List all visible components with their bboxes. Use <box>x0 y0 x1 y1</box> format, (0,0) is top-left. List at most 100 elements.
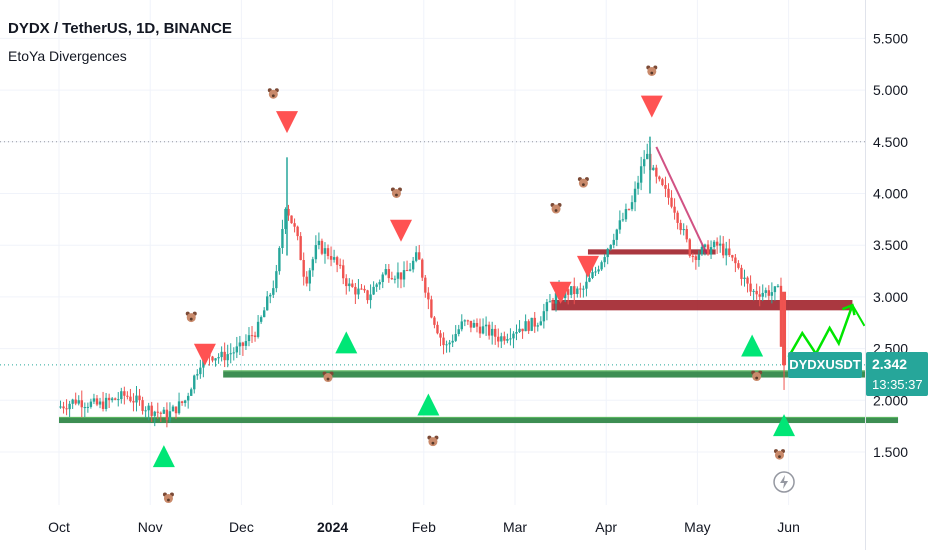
bear-signal-triangle <box>576 255 599 278</box>
symbol-title[interactable]: DYDX / TetherUS, 1D, BINANCE <box>8 20 232 37</box>
candle-down <box>737 263 740 268</box>
x-tick-label: Jun <box>777 519 800 535</box>
candle-down <box>74 399 77 404</box>
candle-up <box>536 325 539 327</box>
bull-signal-triangle <box>741 334 764 357</box>
bear-face-icon <box>778 455 781 459</box>
candle-down <box>740 267 743 279</box>
candle-up <box>457 329 460 335</box>
candle-up <box>530 317 533 331</box>
support-zone-edge <box>59 416 899 418</box>
candle-up <box>472 322 476 328</box>
candle-up <box>609 244 612 249</box>
candle-down <box>694 256 698 260</box>
candle-down <box>290 215 293 224</box>
candle-up <box>186 395 190 401</box>
candle-up <box>217 357 220 359</box>
candle-up <box>92 398 96 402</box>
candle-up <box>451 340 454 343</box>
bear-face-icon <box>326 377 330 381</box>
candle-up <box>311 259 315 271</box>
candle-down <box>731 255 734 258</box>
candle-up <box>177 401 181 414</box>
candle-down <box>469 320 473 328</box>
candle-up <box>414 252 418 261</box>
support-zone <box>59 417 899 424</box>
candle-down <box>174 406 178 414</box>
candle-down <box>302 260 305 277</box>
candle-up <box>238 342 242 347</box>
candle-down <box>250 335 254 337</box>
candle-up <box>77 400 80 404</box>
bear-face-icon <box>774 450 784 460</box>
candle-up <box>308 270 311 284</box>
price-axis-separator <box>865 0 866 550</box>
candle-up <box>381 274 384 283</box>
candle-down <box>320 240 324 254</box>
candle-up <box>709 247 713 255</box>
candle-down <box>287 208 290 216</box>
candle-down <box>551 301 555 304</box>
candle-down <box>141 400 144 411</box>
bear-face-icon <box>650 71 654 75</box>
candle-up <box>585 281 588 289</box>
y-tick-label: 3.000 <box>873 289 908 305</box>
candle-up <box>576 288 579 295</box>
x-tick-label: Mar <box>503 519 527 535</box>
candle-up <box>110 398 114 401</box>
candle-up <box>71 399 74 404</box>
candle-up <box>171 406 175 412</box>
candle-up <box>618 220 622 230</box>
candle-up <box>396 272 400 279</box>
candle-down <box>658 176 661 180</box>
bear-face-icon <box>755 376 759 380</box>
bear-face-icon <box>551 204 561 214</box>
candle-down <box>722 243 725 256</box>
candle-down <box>123 391 126 396</box>
bear-face-icon <box>428 437 438 447</box>
candle-up <box>588 277 591 282</box>
candle-up <box>226 354 229 361</box>
candle-up <box>229 353 232 355</box>
candle-up <box>518 328 521 333</box>
indicator-label[interactable]: EtoYa Divergences <box>8 48 127 64</box>
candle-down <box>156 411 159 413</box>
candle-down <box>427 292 430 300</box>
candle-up <box>700 246 704 255</box>
candle-down <box>706 244 710 255</box>
candle-down <box>101 401 105 409</box>
bear-face-icon <box>647 66 657 76</box>
candle-down <box>354 286 357 295</box>
last-price: 2.342 <box>872 356 908 372</box>
candle-up <box>743 277 746 279</box>
candle-up <box>603 257 606 263</box>
candle-down <box>366 290 369 301</box>
bear-face-icon <box>271 94 275 98</box>
candle-down <box>132 401 135 403</box>
candle-down <box>436 324 439 334</box>
candle-up <box>162 409 166 414</box>
candle-down <box>573 286 576 295</box>
candle-up <box>615 229 619 240</box>
x-tick-label: May <box>684 519 710 535</box>
candle-up <box>275 271 278 289</box>
candle-down <box>685 229 688 240</box>
candle-up <box>600 262 603 270</box>
candle-up <box>369 294 372 301</box>
candle-up <box>542 311 546 322</box>
candle-down <box>497 336 500 342</box>
candle-down <box>129 396 132 402</box>
candle-down <box>688 239 691 256</box>
candle-up <box>357 288 360 295</box>
candle-up <box>199 367 202 375</box>
bear-signal-triangle <box>276 111 298 134</box>
candle-down <box>758 294 761 297</box>
candle-up <box>384 269 387 275</box>
y-tick-label: 5.500 <box>873 30 908 46</box>
y-tick-label: 4.000 <box>873 186 908 202</box>
bull-signal-triangle <box>335 331 358 354</box>
bull-signal-triangle <box>773 414 796 437</box>
bar-countdown: 13:35:37 <box>872 377 923 392</box>
bear-face-icon <box>431 441 435 445</box>
